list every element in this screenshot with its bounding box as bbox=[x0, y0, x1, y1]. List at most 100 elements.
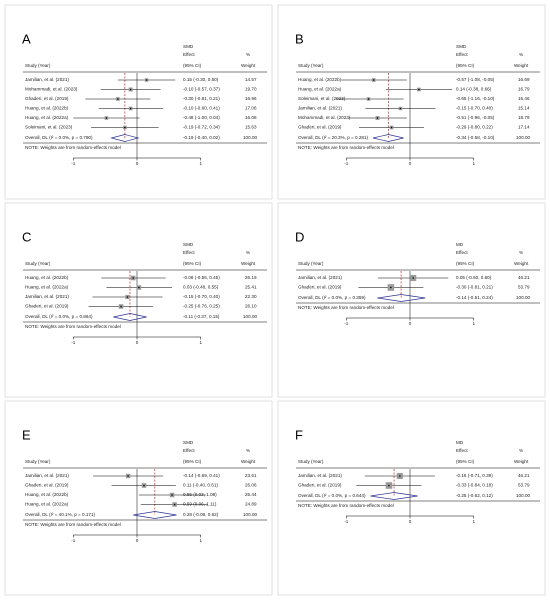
weight-label: 17.14 bbox=[518, 125, 530, 130]
study-header: Study (Year) bbox=[25, 261, 51, 266]
effect-header: Effect bbox=[183, 448, 195, 453]
x-tick-label: 1 bbox=[199, 161, 202, 166]
overall-weight: 100.00 bbox=[516, 135, 530, 140]
study-name: Jamilian, et al. (2021) bbox=[25, 77, 69, 82]
study-name: Jamilian, et al. (2021) bbox=[298, 106, 342, 111]
point bbox=[399, 107, 402, 110]
overall-diamond bbox=[370, 492, 418, 500]
x-tick-label: 0 bbox=[136, 538, 139, 543]
weight-header: Weight bbox=[514, 459, 529, 464]
weight-header: Weight bbox=[514, 63, 529, 68]
x-tick-label: -1 bbox=[344, 161, 349, 166]
study-name: Ghaderi, et al. (2019) bbox=[298, 125, 342, 130]
weight-label: 24.89 bbox=[245, 502, 257, 507]
point bbox=[412, 277, 414, 279]
study-name: Mohammadi, et al. (2023) bbox=[25, 87, 78, 92]
weight-label: 22.30 bbox=[245, 294, 257, 299]
overall-label: Overall, DL (I² = 40.1%, p = 0.171) bbox=[25, 512, 96, 517]
panel-frame bbox=[4, 4, 273, 200]
panel: B SMD Effect % Study (Year) (95% CI) Weight Hua… bbox=[277, 4, 546, 200]
point bbox=[129, 88, 132, 91]
study-name: Ghaderi, et al. (2019) bbox=[25, 483, 69, 488]
x-tick-label: -1 bbox=[344, 321, 349, 326]
weight-header: Weight bbox=[241, 261, 256, 266]
weight-header: Weight bbox=[514, 261, 529, 266]
point bbox=[372, 79, 375, 81]
x-tick-label: -1 bbox=[71, 340, 76, 345]
pct-header: % bbox=[246, 250, 250, 255]
ci-header: (95% CI) bbox=[183, 63, 202, 68]
study-name: Huang, et al. (2022a) bbox=[25, 115, 69, 120]
overall-effect: -0.14 (-0.51, 0.24) bbox=[456, 295, 493, 300]
weight-label: 15.14 bbox=[518, 106, 530, 111]
study-name: Jamilian, et al. (2021) bbox=[298, 473, 342, 478]
overall-diamond bbox=[110, 134, 140, 142]
overall-effect: -0.19 (-0.40, 0.02) bbox=[183, 135, 220, 140]
effect-label: -0.19 (-0.72, 0.34) bbox=[183, 125, 220, 130]
weight-label: 26.06 bbox=[245, 483, 257, 488]
study-name: Huang, et al. (2022b) bbox=[25, 492, 69, 497]
point bbox=[418, 88, 420, 91]
weight-label: 46.21 bbox=[518, 275, 530, 280]
overall-diamond bbox=[377, 294, 426, 302]
study-name: Huang, et al. (2022b) bbox=[298, 77, 342, 82]
weight-header: Weight bbox=[241, 459, 256, 464]
panel-label: B bbox=[295, 31, 304, 46]
x-tick-label: 0 bbox=[409, 321, 412, 326]
effect-label: -0.30 (-0.81, 0.21) bbox=[183, 96, 220, 101]
overall-diamond bbox=[372, 134, 404, 142]
x-tick-label: -1 bbox=[71, 538, 76, 543]
study-name: Jamilian, et al. (2021) bbox=[25, 294, 69, 299]
weight-label: 15.46 bbox=[518, 96, 530, 101]
weight-label: 18.79 bbox=[518, 115, 530, 120]
effect-label: 0.14 (-0.38, 0.66) bbox=[456, 87, 492, 92]
study-header: Study (Year) bbox=[298, 261, 324, 266]
x-tick-label: 1 bbox=[472, 321, 475, 326]
x-tick-label: 0 bbox=[409, 161, 412, 166]
weight-label: 53.79 bbox=[518, 483, 530, 488]
effect-label: -0.48 (-1.00, 0.04) bbox=[183, 115, 220, 120]
study-header: Study (Year) bbox=[25, 63, 51, 68]
overall-weight: 100.00 bbox=[516, 493, 530, 498]
ci-header: (95% CI) bbox=[456, 261, 475, 266]
overall-weight: 100.00 bbox=[516, 295, 530, 300]
effect-label: -0.65 (-1.16, -0.10) bbox=[456, 96, 495, 101]
effect-label: 0.15 (-0.30, 0.60) bbox=[183, 77, 219, 82]
measure-header: MD bbox=[456, 440, 464, 445]
point bbox=[129, 107, 132, 110]
effect-label: -0.06 (-0.56, 0.45) bbox=[183, 275, 220, 280]
effect-header: Effect bbox=[456, 52, 468, 57]
panel: D MD Effect % Study (Year) (95% CI) Weight Jami… bbox=[277, 202, 546, 398]
effect-label: -0.51 (-0.96, -0.05) bbox=[456, 115, 495, 120]
point bbox=[138, 286, 140, 289]
weight-label: 23.61 bbox=[245, 473, 257, 478]
weight-label: 16.96 bbox=[245, 96, 257, 101]
weight-label: 26.19 bbox=[245, 275, 257, 280]
effect-header: Effect bbox=[456, 250, 468, 255]
x-tick-label: -1 bbox=[344, 519, 349, 524]
study-name: Soleimani, et al. (2023) bbox=[25, 125, 73, 130]
weight-label: 25.44 bbox=[245, 492, 257, 497]
measure-header: SMD bbox=[456, 44, 467, 49]
measure-header: MD bbox=[456, 242, 464, 247]
point bbox=[171, 494, 173, 496]
note: NOTE: Weights are from random-effects mo… bbox=[25, 522, 121, 527]
weight-label: 19.70 bbox=[245, 87, 257, 92]
point bbox=[173, 503, 176, 506]
overall-effect: -0.25 (-0.62, 0.12) bbox=[456, 493, 493, 498]
x-tick-label: 0 bbox=[409, 519, 412, 524]
point bbox=[376, 117, 379, 119]
point bbox=[127, 475, 129, 477]
pct-header: % bbox=[519, 448, 523, 453]
overall-label: Overall, DL (I² = 0.0%, p = 0.359) bbox=[298, 295, 366, 300]
measure-header: SMD bbox=[183, 242, 194, 247]
study-name: Huang, et al. (2022a) bbox=[25, 502, 69, 507]
study-name: Ghaderi, et al. (2019) bbox=[298, 285, 342, 290]
study-header: Study (Year) bbox=[298, 63, 324, 68]
effect-header: Effect bbox=[183, 250, 195, 255]
overall-weight: 100.00 bbox=[243, 512, 257, 517]
measure-header: SMD bbox=[183, 44, 194, 49]
study-header: Study (Year) bbox=[298, 459, 324, 464]
overall-weight: 100.00 bbox=[243, 314, 257, 319]
